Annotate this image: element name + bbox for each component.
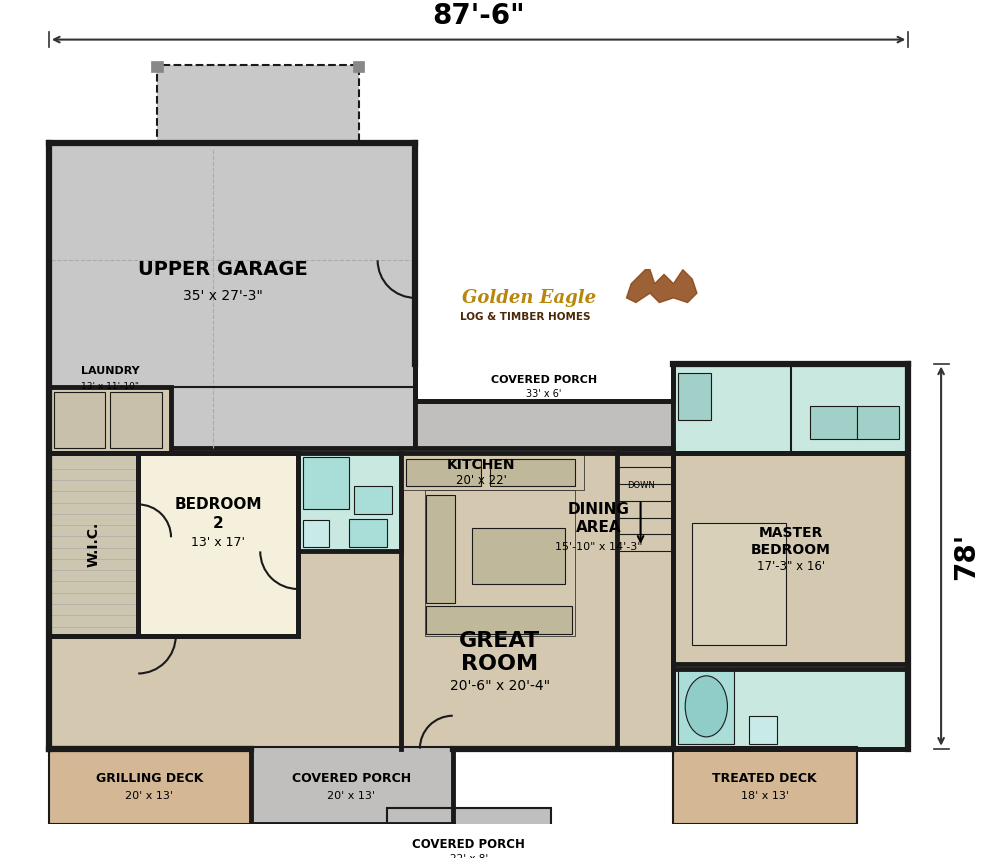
Text: 78': 78' (952, 533, 980, 580)
Bar (387, 807, 551, 858)
Bar (415, 402, 673, 453)
Text: 87'-6": 87'-6" (432, 3, 524, 30)
Bar (353, 61, 364, 72)
Text: AREA: AREA (576, 521, 621, 535)
Text: 20' x 13': 20' x 13' (125, 790, 173, 801)
Text: TREATED DECK: TREATED DECK (712, 772, 817, 785)
Bar (354, 486, 392, 514)
Text: 13' x 17': 13' x 17' (191, 535, 245, 548)
Text: 2: 2 (213, 516, 223, 531)
Text: 20' x 13': 20' x 13' (327, 790, 375, 801)
Bar (54, 392, 105, 448)
Bar (157, 65, 359, 149)
Bar (49, 453, 138, 636)
Bar (401, 453, 584, 491)
Bar (749, 716, 777, 744)
Text: LOG & TIMBER HOMES: LOG & TIMBER HOMES (460, 312, 591, 322)
Text: GREAT: GREAT (459, 631, 540, 650)
Bar (110, 392, 162, 448)
Bar (138, 453, 298, 636)
Bar (251, 746, 453, 824)
Bar (857, 406, 899, 438)
Text: COVERED PORCH: COVERED PORCH (491, 376, 597, 385)
Text: DINING: DINING (567, 502, 629, 517)
Text: 17'-3" x 16': 17'-3" x 16' (757, 560, 825, 573)
Text: Golden Eagle: Golden Eagle (462, 289, 596, 307)
Bar (678, 668, 734, 744)
Bar (49, 143, 415, 453)
Bar (425, 491, 575, 636)
Bar (692, 523, 786, 645)
Bar (49, 448, 673, 749)
Bar (673, 453, 908, 668)
Bar (426, 606, 572, 634)
Text: KITCHEN: KITCHEN (447, 458, 515, 472)
Text: 18' x 13': 18' x 13' (741, 790, 789, 801)
Bar (406, 459, 481, 486)
Text: W.I.C.: W.I.C. (86, 523, 100, 567)
Bar (349, 518, 387, 547)
Bar (678, 373, 711, 420)
Bar (49, 746, 251, 824)
Text: ROOM: ROOM (461, 654, 538, 674)
Bar (49, 387, 171, 453)
Text: GRILLING DECK: GRILLING DECK (96, 772, 203, 785)
Bar (673, 664, 908, 749)
Text: 35' x 27'-3": 35' x 27'-3" (183, 289, 263, 303)
Text: COVERED PORCH: COVERED PORCH (412, 838, 525, 851)
Text: 22' x 8': 22' x 8' (450, 855, 488, 858)
Text: BEDROOM: BEDROOM (174, 497, 262, 512)
Bar (426, 495, 455, 603)
Bar (490, 459, 575, 486)
Text: 33' x 6': 33' x 6' (526, 389, 562, 399)
Text: LAUNDRY: LAUNDRY (81, 366, 139, 376)
Bar (673, 746, 857, 824)
Bar (151, 61, 163, 72)
Polygon shape (626, 269, 697, 303)
Bar (472, 528, 565, 584)
Text: 20' x 22': 20' x 22' (456, 474, 506, 487)
Text: UPPER GARAGE: UPPER GARAGE (138, 260, 308, 279)
Text: 15'-10" x 14'-3": 15'-10" x 14'-3" (555, 541, 642, 552)
Text: 20'-6" x 20'-4": 20'-6" x 20'-4" (450, 679, 550, 692)
Text: MASTER: MASTER (759, 526, 823, 540)
Text: 13' x 11'-10": 13' x 11'-10" (81, 382, 139, 390)
Bar (298, 453, 401, 552)
Bar (303, 457, 349, 509)
Bar (303, 521, 329, 547)
Text: BEDROOM: BEDROOM (751, 542, 831, 557)
Bar (673, 364, 908, 453)
Text: DOWN: DOWN (627, 481, 654, 490)
Ellipse shape (685, 676, 727, 737)
Text: COVERED PORCH: COVERED PORCH (292, 772, 411, 785)
Bar (810, 406, 857, 438)
